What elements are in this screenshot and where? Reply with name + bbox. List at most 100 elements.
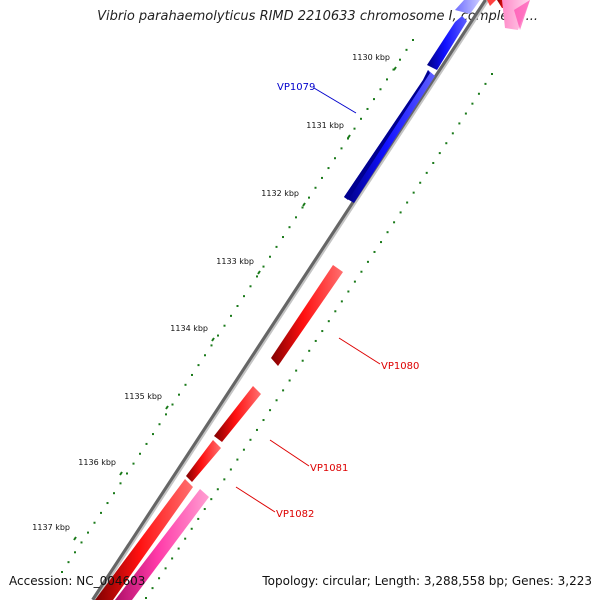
- gc-dot: [216, 488, 219, 491]
- gc-dot: [151, 587, 154, 590]
- gc-dot: [113, 492, 115, 495]
- gc-dot: [321, 330, 324, 333]
- gc-dot: [184, 537, 187, 540]
- gc-dot: [210, 498, 213, 501]
- gc-dot: [314, 339, 317, 342]
- genome-summary: Topology: circular; Length: 3,288,558 bp…: [262, 574, 592, 588]
- position-tick: [211, 337, 215, 342]
- gc-dot: [119, 482, 122, 485]
- gc-dot: [301, 359, 304, 362]
- gc-dot: [80, 541, 83, 544]
- gene-VP1080[interactable]: [271, 265, 343, 366]
- gc-dot: [203, 508, 206, 511]
- gc-dot: [491, 73, 493, 75]
- gene-labels: VP1079 VP1080 VP1081 VP1082: [276, 82, 419, 520]
- gene-VP1079[interactable]: [344, 70, 435, 203]
- gc-dot: [100, 511, 102, 514]
- gene-blue-upper[interactable]: [427, 16, 467, 70]
- gc-dot: [145, 442, 148, 445]
- gc-dot: [380, 241, 383, 244]
- gc-dot: [399, 58, 401, 61]
- gc-dot: [327, 320, 330, 323]
- gc-dot: [353, 127, 356, 130]
- gc-dot: [438, 152, 441, 155]
- gc-dot: [425, 171, 428, 174]
- gc-dot: [327, 167, 330, 170]
- gc-dot: [269, 255, 271, 258]
- gc-dot: [334, 157, 336, 160]
- accession-label: Accession: NC_004603: [9, 574, 146, 588]
- gc-dot: [451, 132, 454, 135]
- gc-dot: [373, 98, 375, 101]
- gc-dot: [210, 344, 213, 347]
- gc-dot: [230, 314, 232, 317]
- gc-dot: [204, 354, 206, 357]
- position-label: 1137 kbp: [32, 523, 70, 532]
- gc-dot: [484, 82, 487, 85]
- gc-dot: [262, 419, 265, 422]
- gc-dot: [314, 186, 317, 189]
- position-tick: [257, 270, 261, 275]
- gc-dot: [126, 472, 128, 475]
- position-label: 1131 kbp: [306, 121, 344, 130]
- gc-dot: [308, 349, 311, 352]
- position-label: 1132 kbp: [261, 189, 299, 198]
- gc-dot: [458, 122, 461, 125]
- gene-pink-top[interactable]: [502, 0, 530, 30]
- position-label: 1133 kbp: [216, 257, 254, 266]
- gc-dot: [340, 147, 343, 150]
- gc-dot: [275, 399, 278, 402]
- position-tick: [347, 134, 351, 139]
- gc-dot: [145, 597, 147, 599]
- gc-dot: [288, 379, 291, 382]
- label-VP1079: VP1079: [277, 82, 315, 93]
- position-label: 1130 kbp: [352, 53, 390, 62]
- gene-red-outer-top: [487, 0, 496, 6]
- gc-dot: [412, 39, 414, 41]
- gc-dot: [236, 305, 239, 307]
- gc-dot: [406, 201, 409, 204]
- gc-dot: [373, 250, 376, 253]
- gc-dot: [217, 334, 219, 337]
- gc-dot: [275, 245, 278, 248]
- gc-dot: [249, 285, 252, 288]
- gc-dot: [177, 547, 180, 550]
- gc-dot: [405, 48, 408, 51]
- position-tick: [165, 405, 169, 410]
- gc-dot: [87, 531, 89, 534]
- gc-dot: [223, 478, 226, 481]
- gc-dot: [262, 265, 265, 268]
- gc-dot: [197, 364, 200, 367]
- gc-dot: [139, 452, 141, 455]
- position-tick: [393, 66, 397, 71]
- gene-pink-lower[interactable]: [115, 489, 209, 600]
- gene-leader-lines: [235, 87, 381, 513]
- gc-dot: [171, 403, 174, 406]
- gc-dot: [61, 571, 63, 573]
- gc-dot: [386, 78, 388, 81]
- gc-dot: [471, 102, 474, 105]
- gc-dot: [379, 88, 382, 91]
- gc-dot: [269, 409, 272, 412]
- gc-dot: [197, 517, 200, 520]
- gc-dot: [255, 428, 258, 431]
- gene-VP1082[interactable]: [186, 440, 221, 482]
- gene-VP1081[interactable]: [214, 386, 261, 442]
- gc-dot: [184, 383, 187, 386]
- gc-dot: [393, 221, 396, 224]
- position-tick: [119, 471, 123, 476]
- position-tick: [73, 536, 77, 541]
- gc-dot: [178, 393, 180, 396]
- gc-dot: [347, 137, 349, 140]
- gc-dot: [295, 216, 297, 219]
- position-label: 1135 kbp: [124, 392, 162, 401]
- gc-dot: [236, 458, 239, 461]
- gc-dot: [432, 161, 435, 164]
- gene-red-lower[interactable]: [95, 479, 193, 600]
- gc-dot: [165, 413, 167, 416]
- gc-dot: [191, 373, 193, 376]
- gene-blue-top-faded: [455, 0, 480, 14]
- map-title: Vibrio parahaemolyticus RIMD 2210633 chr…: [97, 9, 538, 24]
- gc-dot: [464, 112, 467, 115]
